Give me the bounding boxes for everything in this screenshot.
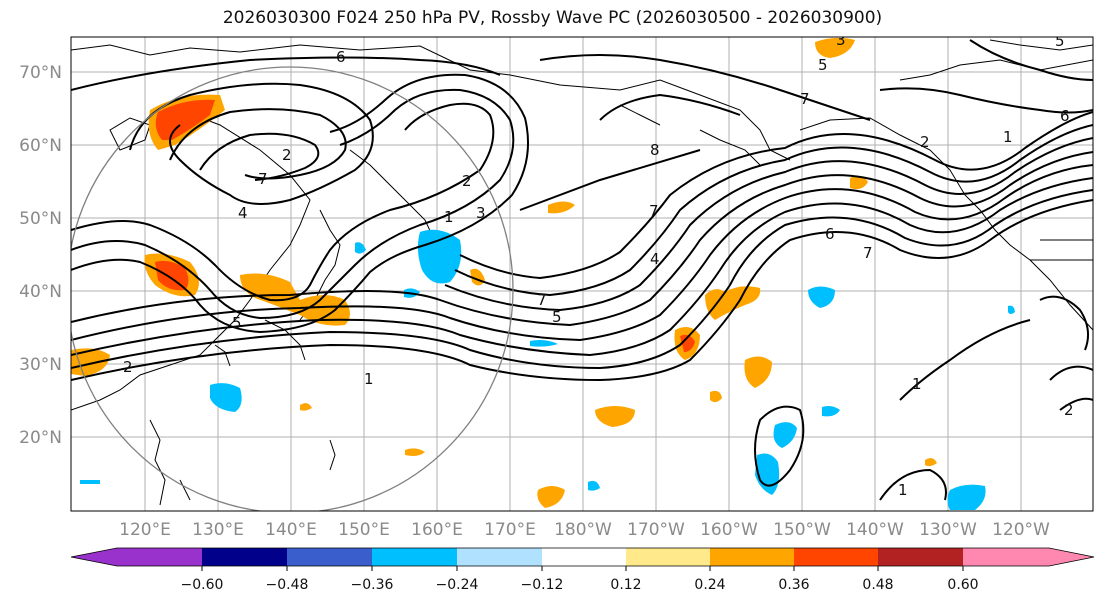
colorbar-extend-max	[1049, 548, 1094, 566]
contour-label: 2	[1064, 401, 1074, 419]
colorbar-tick-label: −0.48	[266, 577, 309, 593]
lon-label: 150°W	[773, 520, 831, 540]
map-panel	[71, 37, 1093, 511]
colorbar-segment	[626, 548, 710, 566]
coastlines	[71, 39, 1093, 506]
contour-label: 5	[1055, 32, 1065, 50]
reference-circle	[71, 66, 514, 511]
contour-label: 1	[364, 370, 374, 388]
colorbar-segment	[372, 548, 457, 566]
contour-label: 5	[552, 308, 562, 326]
contour-label: 3	[836, 31, 846, 49]
lat-label: 60°N	[19, 136, 62, 156]
contour-label: 7	[863, 244, 873, 262]
colorbar-segment	[878, 548, 963, 566]
contour-label: 7	[649, 202, 659, 220]
colorbar: −0.60 −0.48 −0.36 −0.24 −0.12 0.12 0.24 …	[70, 547, 1095, 593]
contour-label: 7	[258, 170, 268, 188]
lon-label: 120°E	[119, 520, 171, 540]
contour-label: 7	[800, 90, 810, 108]
colorbar-segment	[710, 548, 794, 566]
lat-label: 50°N	[19, 209, 62, 229]
colorbar-segment	[287, 548, 372, 566]
colorbar-tick-label: −0.36	[351, 577, 394, 593]
colorbar-outline	[70, 547, 1095, 567]
lat-label: 70°N	[19, 63, 62, 83]
colorbar-ticks	[201, 566, 964, 571]
contour-label: 6	[1060, 107, 1070, 125]
lon-label: 170°W	[627, 520, 685, 540]
colorbar-segment	[202, 548, 287, 566]
colorbar-tick-label: 0.24	[694, 577, 725, 593]
map-border	[70, 36, 1094, 512]
pv-contours	[71, 39, 1093, 501]
contour-label: 1	[912, 375, 922, 393]
contour-label: 7	[537, 291, 547, 309]
contour-label: 6	[825, 225, 835, 243]
contour-label: 8	[650, 141, 660, 159]
colorbar-tick-label: −0.12	[521, 577, 564, 593]
lat-label: 40°N	[19, 282, 62, 302]
contour-label: 1	[898, 481, 908, 499]
colorbar-segment	[963, 548, 1049, 566]
contour-label: 4	[238, 204, 248, 222]
contour-label: 6	[336, 48, 346, 66]
colorbar-segment	[457, 548, 542, 566]
lon-label: 140°W	[846, 520, 904, 540]
lon-label: 130°W	[919, 520, 977, 540]
contour-label: 5	[818, 56, 828, 74]
contour-label: 2	[920, 133, 930, 151]
lon-label: 150°E	[338, 520, 390, 540]
lat-label: 20°N	[19, 428, 62, 448]
contour-label: 1	[444, 208, 454, 226]
colorbar-extend-min	[71, 548, 117, 566]
colorbar-tick-label: −0.60	[181, 577, 224, 593]
longitude-labels: 120°E 130°E 140°E 150°E 160°E 170°E 180°…	[119, 520, 1050, 540]
map-title: 2026030300 F024 250 hPa PV, Rossby Wave …	[222, 8, 883, 28]
colorbar-segment	[794, 548, 878, 566]
lon-label: 130°E	[192, 520, 244, 540]
lon-label: 180°W	[554, 520, 612, 540]
lon-label: 140°E	[265, 520, 317, 540]
lon-label: 160°W	[700, 520, 758, 540]
lon-label: 170°E	[484, 520, 536, 540]
lon-label: 160°E	[411, 520, 463, 540]
colorbar-tick-label: 0.60	[947, 577, 978, 593]
colorbar-segment	[117, 548, 202, 566]
contour-label: 1	[1003, 128, 1013, 146]
latitude-labels: 70°N 60°N 50°N 40°N 30°N 20°N	[19, 63, 62, 448]
contour-label: 3	[476, 204, 486, 222]
colorbar-tick-label: 0.12	[610, 577, 641, 593]
colorbar-tick-label: 0.48	[862, 577, 893, 593]
colorbar-segment	[542, 548, 626, 566]
contour-label: 5	[232, 314, 242, 332]
colorbar-tick-label: −0.24	[436, 577, 479, 593]
contour-label: 2	[462, 172, 472, 190]
contour-label: 2	[282, 146, 292, 164]
lon-label: 120°W	[992, 520, 1050, 540]
colorbar-tick-label: 0.36	[778, 577, 809, 593]
contour-labels: 6 5 7 8 2 1 6 2 7 4 3 1 7 5 2 5 2 1 4 7 …	[123, 31, 1074, 499]
pv-anomaly-shading	[71, 37, 1015, 510]
contour-label: 4	[650, 250, 660, 268]
lat-label: 30°N	[19, 355, 62, 375]
contour-label: 2	[123, 358, 133, 376]
